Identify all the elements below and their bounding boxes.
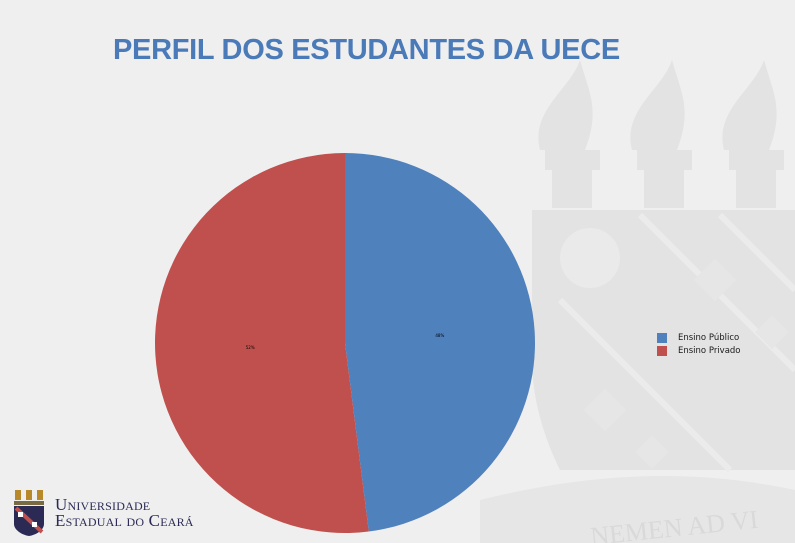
- pie-slice-ensino-privado: [154, 153, 369, 533]
- legend-swatch-red: [657, 345, 667, 356]
- pie-slice-label-ensino-publico: 48%: [435, 333, 444, 338]
- legend-label: Ensino Público: [678, 332, 740, 343]
- legend-item-ensino-privado: Ensino Privado: [657, 344, 741, 357]
- torch-icon: [722, 60, 784, 208]
- legend-swatch-blue: [657, 332, 667, 343]
- torch-icon: [538, 60, 600, 208]
- pie-slice-label-ensino-privado: 52%: [246, 345, 255, 350]
- torch-icon: [630, 60, 692, 208]
- pie-slice-ensino-publico: [345, 153, 535, 532]
- chart-legend: Ensino Público Ensino Privado: [657, 331, 741, 357]
- uece-logo: Universidade Estadual do Ceará: [12, 490, 194, 536]
- logo-line-1: Universidade: [55, 495, 151, 514]
- logo-line-2: Estadual do Ceará: [55, 511, 194, 530]
- slide-title: PERFIL DOS ESTUDANTES DA UECE: [113, 34, 620, 66]
- uece-crest-icon: [14, 490, 44, 536]
- legend-label: Ensino Privado: [678, 345, 741, 356]
- legend-item-ensino-publico: Ensino Público: [657, 331, 741, 344]
